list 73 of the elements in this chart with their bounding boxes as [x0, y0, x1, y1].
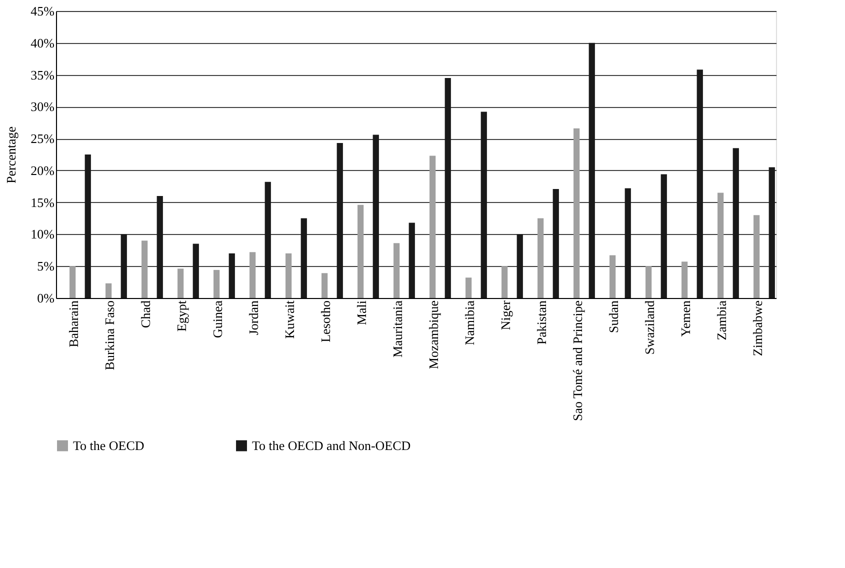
x-tick-label: Burkina Faso — [102, 300, 117, 370]
x-tick-label: Zimbabwe — [750, 300, 765, 356]
bar — [70, 266, 76, 298]
y-tick-label: 35% — [30, 67, 55, 82]
x-tick-label: Sudan — [606, 300, 621, 333]
x-tick-label: Jordan — [246, 300, 261, 336]
bar — [480, 112, 487, 298]
bar — [624, 188, 631, 298]
x-tick-label: Mozambique — [426, 300, 441, 370]
legend-label: To the OECD and Non-OECD — [252, 438, 411, 453]
x-tick-label: Swaziland — [642, 300, 657, 355]
bar — [358, 204, 364, 298]
x-tick-label: Yemen — [678, 300, 693, 337]
bar — [660, 174, 667, 298]
bar — [754, 215, 760, 298]
x-tick-label: Zambia — [714, 300, 729, 340]
bar — [574, 128, 580, 298]
bar — [466, 278, 472, 298]
bar — [588, 42, 595, 298]
bar — [718, 192, 724, 298]
x-tick-label: Mali — [354, 300, 369, 326]
bar — [682, 262, 688, 298]
x-tick-label: Egypt — [174, 300, 189, 332]
bar — [264, 182, 271, 298]
bar — [120, 234, 127, 298]
bar — [394, 243, 400, 298]
bar — [768, 167, 775, 298]
x-tick-label: Lesotho — [318, 300, 333, 342]
x-tick-label: Mauritania — [390, 300, 405, 358]
x-tick-label: Pakistan — [534, 300, 549, 345]
bar — [178, 268, 184, 298]
y-tick-label: 40% — [30, 35, 55, 50]
bar — [156, 196, 163, 298]
legend-label: To the OECD — [73, 438, 144, 453]
bar — [228, 253, 235, 298]
x-tick-label: Sao Tomé and Principe — [570, 300, 585, 422]
y-tick-label: 10% — [30, 226, 55, 242]
bar — [696, 70, 703, 298]
bar — [286, 253, 292, 298]
bar — [552, 188, 559, 298]
bar — [336, 143, 343, 298]
bar — [430, 156, 436, 298]
bar — [732, 148, 739, 298]
bar — [192, 244, 199, 298]
y-tick-label: 5% — [37, 258, 55, 274]
y-tick-label: 25% — [30, 131, 55, 146]
bar — [84, 154, 91, 298]
bar — [444, 78, 451, 298]
bar — [646, 266, 652, 298]
x-tick-label: Chad — [138, 300, 153, 328]
bar — [408, 222, 415, 298]
x-tick-label: Namibia — [462, 300, 477, 346]
bar — [502, 266, 508, 298]
y-tick-label: 45% — [30, 4, 55, 18]
bar — [538, 218, 544, 298]
bar — [250, 252, 256, 298]
x-tick-label: Guinea — [210, 300, 225, 338]
bar — [106, 283, 112, 298]
x-tick-label: Niger — [498, 300, 513, 330]
y-tick-label: 15% — [30, 194, 55, 210]
bar — [322, 273, 328, 298]
bar — [516, 234, 523, 298]
bar — [142, 240, 148, 298]
y-tick-label: 20% — [30, 162, 55, 178]
bar — [610, 255, 616, 298]
x-tick-label: Baharain — [66, 300, 81, 348]
bar — [214, 270, 220, 298]
x-tick-label: Kuwait — [282, 300, 297, 339]
bar — [300, 218, 307, 298]
y-axis-title: Percentage — [4, 126, 19, 184]
y-tick-label: 30% — [30, 99, 55, 114]
bar — [372, 134, 379, 298]
y-tick-label: 0% — [37, 290, 55, 306]
